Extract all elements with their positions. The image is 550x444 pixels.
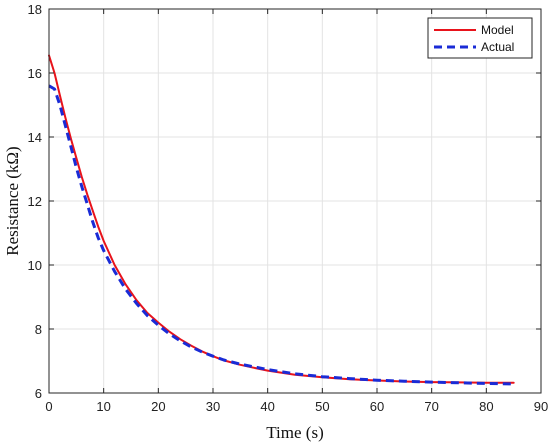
y-tick-label: 18	[28, 2, 42, 17]
y-tick-label: 10	[28, 258, 42, 273]
y-axis-title: Resistance (kΩ)	[3, 146, 22, 255]
x-tick-label: 10	[96, 399, 110, 414]
x-tick-label: 90	[534, 399, 548, 414]
y-tick-label: 8	[35, 322, 42, 337]
x-tick-label: 70	[424, 399, 438, 414]
legend-label-actual: Actual	[481, 40, 514, 54]
x-tick-label: 20	[151, 399, 165, 414]
x-tick-label: 40	[260, 399, 274, 414]
x-tick-label: 60	[370, 399, 384, 414]
series-lines	[48, 54, 515, 386]
legend-label-model: Model	[481, 23, 514, 37]
y-tick-label: 12	[28, 194, 42, 209]
y-tick-label: 16	[28, 66, 42, 81]
x-axis-title: Time (s)	[266, 423, 323, 442]
y-tick-label: 14	[28, 130, 42, 145]
x-tick-label: 80	[479, 399, 493, 414]
series-line-actual	[48, 84, 514, 386]
grid-lines	[49, 9, 541, 393]
axis-ticks: 0 10 20 30 40 50 60 70 80 90 6 8 10 12 14 16 18	[28, 2, 549, 414]
x-tick-label: 0	[45, 399, 52, 414]
x-tick-label: 50	[315, 399, 329, 414]
legend-box	[427, 17, 533, 59]
legend: Model Actual	[427, 17, 533, 59]
x-tick-label: 30	[206, 399, 220, 414]
y-tick-label: 6	[35, 386, 42, 401]
